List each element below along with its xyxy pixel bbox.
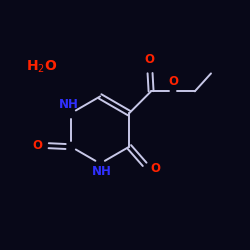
Text: O: O — [32, 139, 42, 152]
Text: NH: NH — [92, 165, 111, 178]
Text: O: O — [145, 53, 155, 66]
Text: O: O — [150, 162, 160, 175]
Text: H$_2$O: H$_2$O — [26, 58, 58, 75]
Text: NH: NH — [59, 98, 79, 112]
Text: O: O — [168, 75, 178, 88]
